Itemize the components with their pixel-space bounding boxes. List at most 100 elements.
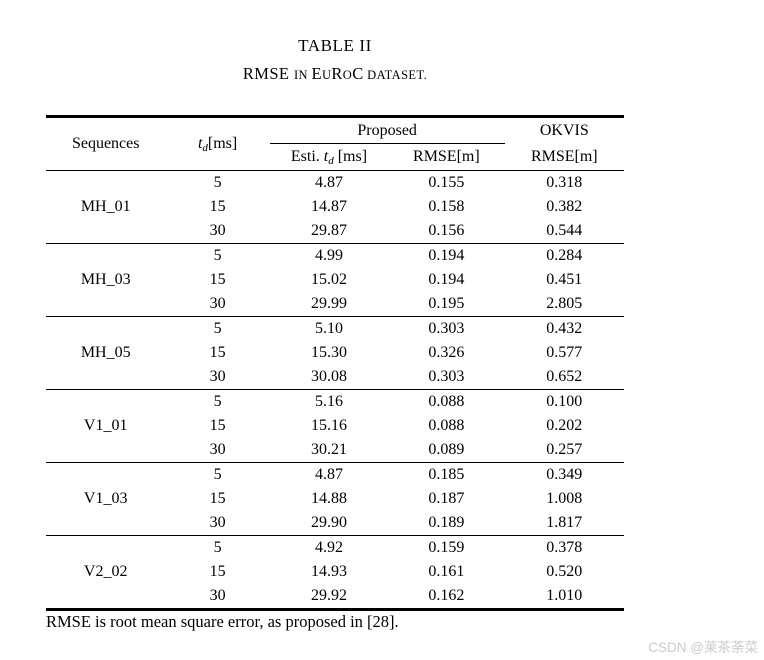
cell-td: 5 xyxy=(213,174,222,192)
cell-okvis: 0.544 xyxy=(504,219,624,244)
cell-td: 15 xyxy=(209,563,226,581)
table-body: MH_01 5 4.87 0.155 0.318 15 14.87 0.158 0.382 30 2… xyxy=(46,170,624,610)
cell-okvis: 1.010 xyxy=(504,584,624,610)
cell-td: 15 xyxy=(209,490,226,508)
cell-rmse: 0.162 xyxy=(388,584,505,610)
subtitle-part: DATASET. xyxy=(363,68,428,82)
table-row: 30 29.87 0.156 0.544 xyxy=(46,219,624,244)
table-number: TABLE II xyxy=(298,36,372,55)
cell-okvis: 2.805 xyxy=(504,292,624,317)
table-row: 30 29.99 0.195 2.805 xyxy=(46,292,624,317)
cell-okvis: 0.100 xyxy=(546,393,583,411)
sequence-name: V2_02 xyxy=(46,535,166,610)
cell-td: 5 xyxy=(213,247,222,265)
cell-td: 15 xyxy=(209,344,226,362)
cell-esti: 4.87 xyxy=(314,174,343,192)
table-row: 15 14.88 0.187 1.008 xyxy=(46,487,624,511)
cell-td: 15 xyxy=(209,198,226,216)
header-td: td[ms] xyxy=(165,116,270,171)
cell-rmse: 0.185 xyxy=(428,466,465,484)
subtitle-part: U xyxy=(321,68,332,82)
table-row: 30 30.08 0.303 0.652 xyxy=(46,365,624,390)
cell-okvis: 0.284 xyxy=(546,247,583,265)
cell-esti: 15.16 xyxy=(310,417,347,435)
cell-esti: 30.21 xyxy=(269,438,389,463)
table-row: 15 14.93 0.161 0.520 xyxy=(46,560,624,584)
cell-rmse: 0.088 xyxy=(428,417,465,435)
table-row: 15 14.87 0.158 0.382 xyxy=(46,195,624,219)
cell-okvis: 0.318 xyxy=(546,174,583,192)
cell-esti: 14.93 xyxy=(310,563,347,581)
cell-td: 5 xyxy=(213,393,222,411)
table-row: 15 15.30 0.326 0.577 xyxy=(46,341,624,365)
header-okvis: OKVIS xyxy=(539,121,589,139)
cell-esti: 15.02 xyxy=(310,271,347,289)
subtitle-part: O xyxy=(342,68,353,82)
cell-td: 30 xyxy=(165,584,270,610)
cell-esti: 4.92 xyxy=(314,539,343,557)
cell-okvis: 0.202 xyxy=(546,417,583,435)
cell-esti: 14.87 xyxy=(310,198,347,216)
cell-rmse: 0.303 xyxy=(388,365,505,390)
cell-okvis: 0.451 xyxy=(546,271,583,289)
sequence-name: MH_05 xyxy=(46,316,166,390)
header-esti-prefix: Esti. xyxy=(290,148,324,166)
sequence-name: V1_03 xyxy=(46,462,166,536)
table-subtitle: RMSE IN EUROC DATASET. xyxy=(46,64,624,84)
cell-rmse: 0.158 xyxy=(428,198,465,216)
header-esti-subscript: d xyxy=(328,155,334,168)
cell-rmse: 0.155 xyxy=(428,174,465,192)
cell-okvis: 0.349 xyxy=(546,466,583,484)
table-row: MH_05 5 5.10 0.303 0.432 xyxy=(46,316,624,390)
table-row: V2_02 5 4.92 0.159 0.378 xyxy=(46,535,624,610)
cell-esti: 5.16 xyxy=(314,393,343,411)
cell-rmse: 0.159 xyxy=(428,539,465,557)
cell-okvis: 0.577 xyxy=(546,344,583,362)
cell-esti: 29.90 xyxy=(269,511,389,536)
subtitle-part: RMSE xyxy=(242,64,294,83)
cell-okvis: 1.008 xyxy=(546,490,583,508)
subtitle-part: IN xyxy=(293,68,312,82)
header-esti-td: Esti. td [ms] xyxy=(269,143,389,171)
cell-td: 5 xyxy=(213,466,222,484)
table-row: V1_03 5 4.87 0.185 0.349 xyxy=(46,462,624,536)
cell-td: 30 xyxy=(165,438,270,463)
header-td-subscript: d xyxy=(202,142,208,155)
cell-rmse: 0.187 xyxy=(428,490,465,508)
header-sequences: Sequences xyxy=(46,116,166,171)
subtitle-part: C xyxy=(352,64,364,83)
sequence-name: MH_01 xyxy=(46,170,166,244)
cell-okvis: 0.382 xyxy=(546,198,583,216)
cell-esti: 29.87 xyxy=(269,219,389,244)
cell-rmse: 0.326 xyxy=(428,344,465,362)
csdn-watermark: CSDN @莱茶荼菜 xyxy=(648,640,758,655)
cell-esti: 4.99 xyxy=(314,247,343,265)
subtitle-part: E xyxy=(311,64,322,83)
header-okvis-rmse: RMSE[m] xyxy=(504,143,624,171)
subtitle-part: R xyxy=(331,64,343,83)
cell-okvis: 0.652 xyxy=(504,365,624,390)
cell-rmse: 0.156 xyxy=(388,219,505,244)
table-row: MH_01 5 4.87 0.155 0.318 xyxy=(46,170,624,244)
cell-rmse: 0.189 xyxy=(388,511,505,536)
header-esti-unit: [ms] xyxy=(333,148,368,166)
cell-rmse: 0.195 xyxy=(388,292,505,317)
cell-rmse: 0.303 xyxy=(428,320,465,338)
cell-rmse: 0.161 xyxy=(428,563,465,581)
cell-td: 30 xyxy=(165,511,270,536)
cell-rmse: 0.194 xyxy=(428,271,465,289)
sequence-name: MH_03 xyxy=(46,243,166,317)
cell-rmse: 0.194 xyxy=(428,247,465,265)
header-esti-symbol: t xyxy=(323,148,329,166)
table-row: 30 29.92 0.162 1.010 xyxy=(46,584,624,610)
cell-td: 30 xyxy=(165,365,270,390)
cell-okvis: 0.257 xyxy=(504,438,624,463)
table-row: 30 30.21 0.089 0.257 xyxy=(46,438,624,463)
cell-rmse: 0.088 xyxy=(428,393,465,411)
cell-esti: 29.99 xyxy=(269,292,389,317)
header-rmse: RMSE[m] xyxy=(388,143,505,171)
cell-td: 15 xyxy=(209,417,226,435)
cell-okvis: 0.520 xyxy=(546,563,583,581)
table-footnote: RMSE is root mean square error, as propo… xyxy=(46,612,399,631)
